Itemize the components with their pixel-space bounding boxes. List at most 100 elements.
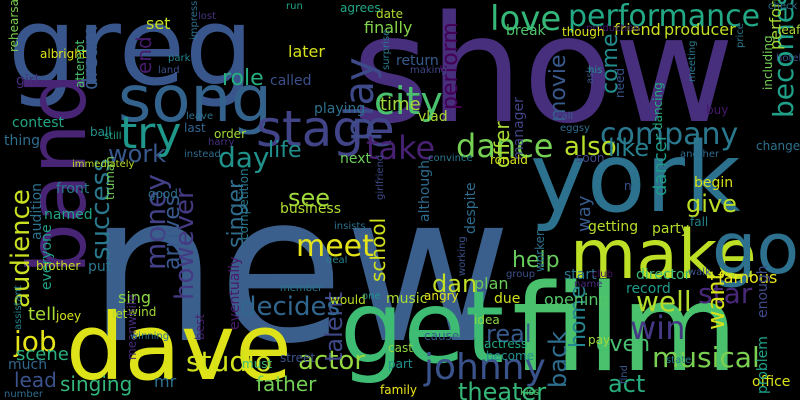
word-including: including — [761, 35, 775, 90]
word-ronald: ronald — [490, 153, 528, 167]
word-manager: manager — [511, 97, 527, 160]
word-next: next — [340, 151, 372, 167]
word-name: name — [574, 279, 603, 290]
word-enough: enough — [755, 265, 771, 318]
word-school: school — [366, 217, 390, 282]
word-well: well — [636, 285, 692, 318]
word-agrees: agrees — [340, 1, 381, 15]
word-cast: cast — [388, 341, 413, 355]
word-girl: girl — [16, 73, 39, 89]
word-stage: stage — [256, 100, 395, 158]
word-dan: dan — [432, 270, 478, 298]
word-producer: producer — [664, 20, 736, 39]
word-become: become — [486, 349, 535, 363]
word-end: end — [132, 36, 156, 74]
word-joey: joey — [56, 309, 82, 323]
word-meeting: meeting — [687, 40, 698, 82]
word-n: n — [624, 179, 632, 193]
word-start: start — [564, 267, 597, 283]
word-cause: cause — [424, 329, 460, 343]
word-best: best — [193, 314, 207, 340]
word-change: change — [756, 139, 800, 153]
word-opening: opening — [544, 290, 609, 309]
word-one: one — [362, 291, 381, 302]
word-set: set — [146, 14, 171, 33]
word-convince: convince — [428, 153, 473, 164]
word-albright: albright — [40, 47, 87, 61]
word-real: real — [486, 320, 532, 348]
word-impressed: impressed — [189, 0, 200, 40]
word-lead: lead — [14, 368, 57, 392]
word-dancer: dancer — [650, 133, 671, 196]
word-arrives: arrives — [160, 194, 185, 270]
word-like: like — [608, 134, 650, 162]
word-leave: leave — [186, 111, 214, 122]
word-love: love — [490, 0, 562, 39]
word-making: making — [410, 65, 448, 76]
word-good: good — [148, 187, 178, 201]
word-find: find — [619, 365, 630, 384]
word-named: named — [44, 207, 93, 223]
word-pay: pay — [588, 333, 611, 347]
word-decides: decides — [240, 292, 341, 322]
word-star: star — [698, 277, 753, 310]
word-though: though — [562, 25, 605, 39]
word-production: production — [586, 23, 640, 34]
word-his: his — [588, 65, 603, 76]
word-girlfriend: girlfriend — [375, 154, 386, 200]
word-member: member — [280, 283, 323, 294]
word-due: due — [494, 291, 521, 307]
word-immediately: immediately — [72, 159, 135, 170]
word-brother: brother — [36, 259, 81, 273]
word-begin: begin — [694, 175, 734, 191]
word-break: break — [506, 23, 546, 39]
word-surprise: surprise — [381, 29, 392, 70]
word-fall: fall — [690, 215, 709, 229]
word-mr: mr — [154, 372, 177, 391]
word-hotel: hotel — [776, 53, 800, 64]
word-attempt: attempt — [73, 39, 87, 88]
word-although: although — [417, 159, 433, 222]
word-contest: contest — [12, 115, 65, 131]
word-number: number — [4, 389, 44, 400]
word-last: last — [184, 121, 206, 135]
word-make: make — [570, 216, 757, 295]
word-director: director — [636, 267, 691, 283]
word-rehearsal: rehearsal — [7, 0, 21, 52]
word-walk: walk — [688, 267, 711, 278]
word-part: part — [388, 357, 413, 371]
word-street: street — [280, 351, 316, 365]
word-even: even — [596, 332, 651, 357]
word-record: record — [626, 281, 671, 297]
word-buy: buy — [706, 103, 729, 117]
word-show: show — [352, 0, 735, 156]
word-run: run — [286, 1, 303, 12]
word-insists: insists — [334, 221, 366, 232]
word-vlad: vlad — [418, 109, 448, 125]
word-win: win — [630, 309, 686, 347]
word-tell: tell — [28, 304, 57, 325]
word-go: go — [712, 208, 800, 290]
word-time: time — [380, 94, 421, 115]
word-deal: deal — [326, 255, 348, 266]
word-help: help — [512, 248, 560, 273]
word-called: called — [270, 73, 312, 89]
word-role: role — [222, 66, 264, 91]
word-much: much — [8, 357, 48, 373]
word-assistant: assistant — [13, 285, 24, 330]
word-theater: theater — [458, 378, 547, 400]
word-song: song — [118, 63, 272, 137]
word-actor: actor — [298, 346, 366, 376]
word-club: club — [592, 269, 613, 280]
word-company: company — [600, 117, 739, 152]
word-problem: problem — [755, 336, 771, 394]
word-meet: meet — [296, 229, 374, 264]
word-scene: scene — [16, 344, 69, 365]
word-family: family — [380, 383, 418, 397]
word-dave: dave — [66, 294, 292, 400]
word-eventually: eventually — [227, 256, 243, 330]
word-ball: ball — [90, 125, 112, 139]
word-life: life — [268, 138, 302, 163]
word-despite: despite — [463, 182, 479, 234]
word-playing: playing — [314, 101, 366, 117]
